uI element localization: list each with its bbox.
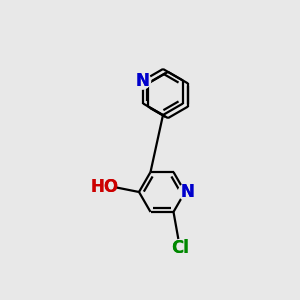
Text: HO: HO bbox=[91, 178, 119, 196]
Circle shape bbox=[172, 239, 189, 256]
Circle shape bbox=[134, 72, 151, 89]
Text: N: N bbox=[135, 71, 149, 89]
Circle shape bbox=[178, 184, 195, 200]
Circle shape bbox=[97, 178, 113, 195]
Circle shape bbox=[97, 178, 113, 195]
Text: Cl: Cl bbox=[172, 239, 189, 257]
Circle shape bbox=[172, 239, 189, 256]
Text: N: N bbox=[135, 71, 149, 89]
Text: Cl: Cl bbox=[172, 239, 189, 257]
Circle shape bbox=[134, 72, 151, 89]
Circle shape bbox=[178, 184, 195, 200]
Text: N: N bbox=[180, 183, 194, 201]
Text: N: N bbox=[180, 183, 194, 201]
Text: HO: HO bbox=[91, 178, 119, 196]
